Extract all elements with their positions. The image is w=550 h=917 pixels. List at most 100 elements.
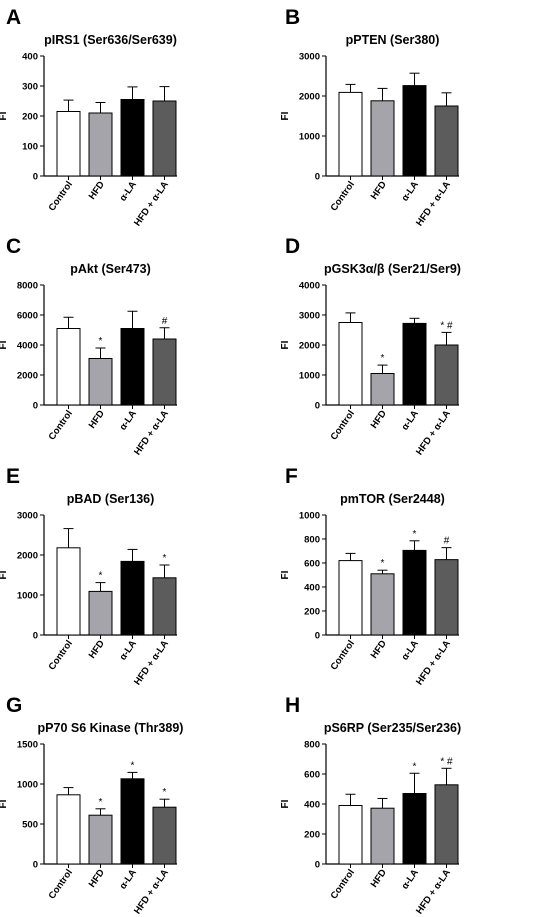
- bar: [434, 105, 459, 177]
- x-tick-label: Control: [47, 179, 75, 213]
- bar: [402, 85, 427, 177]
- y-tick-label: 0: [33, 631, 38, 642]
- y-tick-label: 600: [304, 770, 320, 781]
- y-tick-label: 3000: [299, 311, 320, 322]
- y-tick-label: 400: [304, 800, 320, 811]
- x-tick-label: Control: [47, 867, 75, 901]
- significance-label: *: [99, 336, 103, 347]
- y-tick-label: 400: [304, 583, 320, 594]
- bar: [56, 111, 81, 177]
- bar: [120, 99, 145, 177]
- x-tick-label: α-LA: [118, 408, 140, 432]
- chart-title: pS6RP (Ser235/Ser236): [324, 721, 461, 735]
- x-tick-label: HFD: [369, 638, 389, 660]
- bar: [56, 547, 81, 636]
- x-tick-label: Control: [47, 408, 75, 442]
- y-tick-label: 0: [315, 631, 320, 642]
- bar: [338, 91, 363, 177]
- y-tick-label: 1000: [299, 371, 320, 382]
- bar: [370, 573, 395, 636]
- y-tick-label: 800: [304, 740, 320, 751]
- significance-label: *: [163, 787, 167, 798]
- panel-letter: G: [6, 694, 22, 717]
- y-tick-label: 600: [304, 559, 320, 570]
- significance-label: *: [99, 797, 103, 808]
- y-tick-label: 100: [22, 142, 38, 153]
- y-tick-label: 200: [22, 112, 38, 123]
- chart-title: pGSK3α/β (Ser21/Ser9): [324, 262, 461, 276]
- significance-label: *: [381, 353, 385, 364]
- bar: [152, 577, 177, 636]
- panel-letter: D: [285, 235, 300, 258]
- significance-label: *: [131, 760, 135, 771]
- x-tick-label: HFD: [87, 179, 107, 201]
- y-tick-label: 0: [315, 172, 320, 183]
- panel-letter: H: [285, 694, 300, 717]
- significance-label: * #: [440, 756, 453, 767]
- significance-label: *: [381, 558, 385, 569]
- bar: [120, 778, 145, 865]
- bar: [434, 559, 459, 636]
- panel-letter: F: [285, 465, 298, 488]
- bar: [120, 328, 145, 406]
- y-tick-label: 4000: [299, 281, 320, 292]
- x-tick-label: Control: [329, 638, 357, 672]
- y-tick-label: 1000: [17, 780, 38, 791]
- y-tick-label: 0: [315, 401, 320, 412]
- bar: [338, 322, 363, 406]
- y-tick-label: 1000: [299, 511, 320, 522]
- y-tick-label: 2000: [17, 371, 38, 382]
- bar: [402, 793, 427, 865]
- x-tick-label: α-LA: [118, 867, 140, 891]
- bar: [152, 806, 177, 865]
- bar: [88, 814, 113, 865]
- chart-title: pP70 S6 Kinase (Thr389): [38, 721, 184, 735]
- y-tick-label: 0: [315, 860, 320, 871]
- bar: [370, 100, 395, 177]
- bar: [88, 358, 113, 406]
- bar: [370, 373, 395, 406]
- y-tick-label: 3000: [17, 511, 38, 522]
- chart-title: pPTEN (Ser380): [346, 33, 440, 47]
- y-tick-label: 1000: [17, 591, 38, 602]
- x-tick-label: α-LA: [118, 638, 140, 662]
- y-tick-label: 8000: [17, 281, 38, 292]
- bar: [56, 794, 81, 865]
- y-axis-label: FI: [280, 799, 291, 808]
- x-tick-label: Control: [329, 408, 357, 442]
- y-axis-label: FI: [280, 111, 291, 120]
- bar: [152, 338, 177, 406]
- y-axis-label: FI: [280, 570, 291, 579]
- x-tick-label: HFD: [369, 408, 389, 430]
- y-tick-label: 400: [22, 52, 38, 63]
- x-tick-label: α-LA: [400, 408, 422, 432]
- bar: [402, 549, 427, 636]
- y-tick-label: 2000: [299, 341, 320, 352]
- significance-label: *: [413, 529, 417, 540]
- x-tick-label: Control: [329, 867, 357, 901]
- y-tick-label: 0: [33, 172, 38, 183]
- significance-label: #: [444, 536, 450, 547]
- x-tick-label: α-LA: [400, 638, 422, 662]
- panel-letter: C: [6, 235, 21, 258]
- x-tick-label: Control: [329, 179, 357, 213]
- y-tick-label: 200: [304, 830, 320, 841]
- significance-label: *: [99, 571, 103, 582]
- bar: [338, 560, 363, 636]
- x-tick-label: HFD: [87, 867, 107, 889]
- y-tick-label: 200: [304, 607, 320, 618]
- significance-label: * #: [440, 320, 453, 331]
- x-tick-label: α-LA: [400, 179, 422, 203]
- x-tick-label: α-LA: [118, 179, 140, 203]
- x-tick-label: HFD: [369, 179, 389, 201]
- y-axis-label: FI: [0, 111, 9, 120]
- bar: [402, 322, 427, 406]
- significance-label: *: [413, 761, 417, 772]
- bar: [88, 112, 113, 177]
- y-tick-label: 2000: [17, 551, 38, 562]
- panel-letter: B: [285, 6, 300, 29]
